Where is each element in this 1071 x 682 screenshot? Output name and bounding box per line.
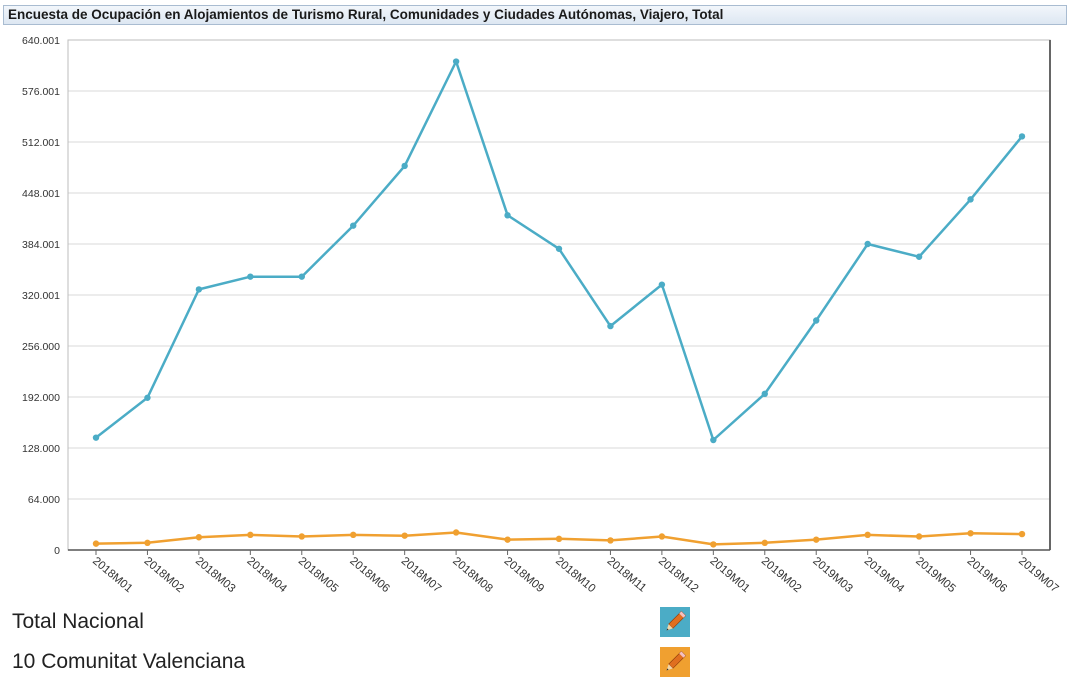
line-chart: 0 64.000 128.000 192.000 256.000 320.001 384.0… [22, 35, 1061, 596]
x-tick-label: 2018M01 [90, 555, 134, 595]
data-point [761, 390, 768, 398]
x-tick-label: 2019M03 [810, 555, 854, 595]
data-point [607, 322, 614, 330]
data-point [401, 532, 408, 539]
data-point [864, 531, 871, 539]
data-point [452, 58, 460, 65]
data-point [555, 535, 563, 543]
pencil-icon[interactable] [660, 647, 690, 677]
x-tick-label: 2019M02 [759, 555, 803, 595]
x-tick-label: 2018M09 [502, 555, 546, 595]
data-point [761, 539, 768, 547]
y-tick-label: 192.000 [22, 392, 60, 404]
x-tick-label: 2018M04 [244, 555, 289, 595]
x-tick-label: 2018M06 [347, 555, 391, 595]
x-tick-label: 2018M11 [605, 555, 649, 594]
data-point [298, 273, 305, 280]
series-lines [92, 58, 1026, 548]
data-point [658, 281, 666, 288]
data-point [195, 286, 203, 293]
data-point [813, 317, 820, 324]
data-point [555, 245, 563, 252]
data-point [607, 537, 614, 544]
data-point [915, 253, 923, 260]
y-axis-ticks: 0 64.000 128.000 192.000 256.000 320.001 384.0… [22, 35, 60, 557]
data-point [967, 530, 974, 537]
y-tick-label: 576.001 [22, 86, 60, 98]
data-point [247, 531, 254, 539]
data-point [92, 434, 100, 441]
x-tick-label: 2018M03 [193, 555, 237, 595]
x-tick-label: 2019M05 [913, 555, 957, 595]
data-point [710, 436, 717, 444]
x-tick-label: 2018M05 [296, 555, 340, 595]
x-tick-label: 2018M10 [553, 555, 597, 595]
data-point [350, 531, 357, 539]
legend-item-comunitat-valenciana: 10 Comunitat Valenciana [12, 647, 712, 677]
legend-label: 10 Comunitat Valenciana [12, 650, 246, 673]
y-tick-label: 384.001 [22, 239, 60, 251]
y-tick-label: 128.000 [22, 443, 60, 455]
chart-title: Encuesta de Ocupación en Alojamientos de… [3, 5, 1067, 25]
data-point [710, 541, 717, 548]
x-tick-label: 2018M02 [142, 555, 186, 595]
data-point [298, 533, 305, 540]
legend-item-total-nacional: Total Nacional [12, 607, 712, 637]
data-point [350, 222, 357, 229]
data-point [504, 536, 511, 543]
data-point [1018, 530, 1026, 538]
data-point [401, 162, 408, 170]
y-tick-label: 320.001 [22, 290, 60, 302]
data-point [92, 540, 100, 547]
data-point [195, 534, 203, 541]
data-point [504, 212, 511, 219]
data-point [658, 533, 666, 540]
grid-lines [68, 39, 1050, 500]
data-point [915, 533, 923, 540]
x-tick-label: 2019M04 [862, 555, 907, 595]
x-tick-label: 2019M01 [707, 555, 751, 595]
x-axis-ticks: 2018M01 2018M02 2018M03 2018M04 2018M05 2018M… [90, 550, 1061, 596]
data-point [144, 394, 151, 401]
legend-label: Total Nacional [12, 610, 144, 633]
y-tick-label: 0 [54, 545, 60, 557]
y-tick-label: 512.001 [22, 137, 60, 149]
y-tick-label: 448.001 [22, 188, 60, 200]
x-tick-label: 2018M08 [450, 555, 494, 595]
y-tick-label: 64.000 [28, 494, 60, 506]
data-point [864, 240, 871, 248]
x-tick-label: 2018M07 [399, 555, 443, 595]
data-point [452, 529, 460, 536]
y-tick-label: 640.001 [22, 35, 60, 47]
pencil-icon[interactable] [660, 607, 690, 637]
y-tick-label: 256.000 [22, 341, 60, 353]
x-tick-label: 2019M06 [965, 555, 1009, 595]
x-tick-label: 2018M12 [656, 555, 700, 595]
data-point [967, 196, 974, 203]
data-point [144, 539, 151, 547]
data-point [1018, 133, 1026, 140]
data-point [247, 273, 254, 280]
data-point [813, 536, 820, 543]
x-tick-label: 2019M07 [1016, 555, 1060, 595]
